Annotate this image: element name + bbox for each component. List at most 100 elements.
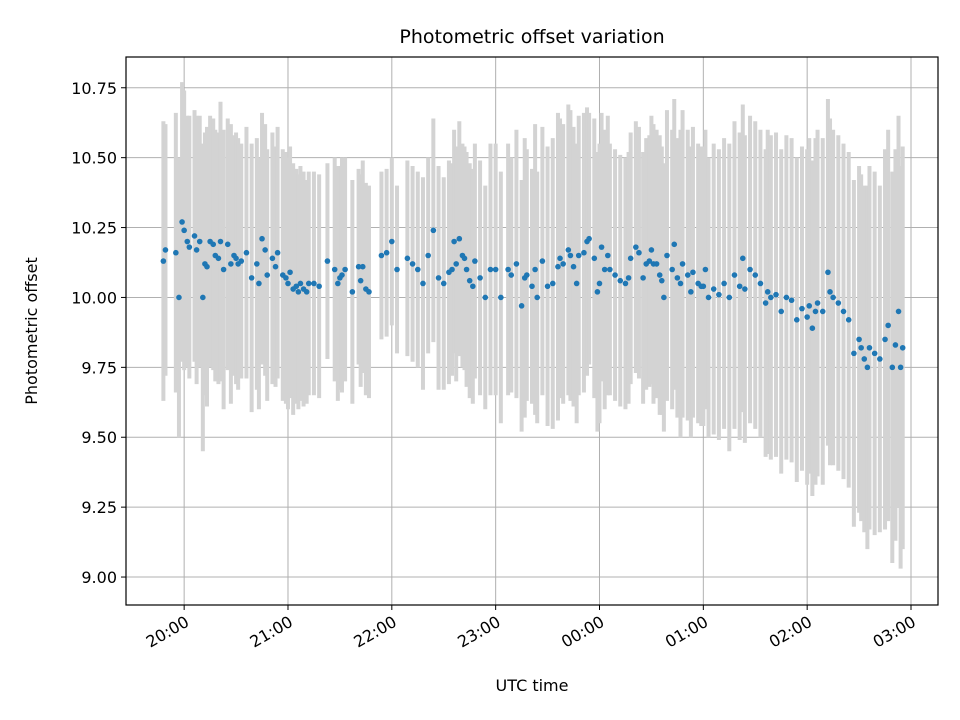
data-point — [788, 297, 795, 304]
data-point — [605, 252, 611, 259]
data-point — [162, 247, 169, 253]
data-point — [799, 305, 805, 312]
data-point — [355, 263, 362, 270]
data-point — [762, 300, 769, 306]
x-tick-label: 00:00 — [558, 612, 607, 652]
data-point — [339, 272, 345, 278]
data-point — [359, 263, 366, 270]
data-point — [598, 244, 605, 250]
data-point — [404, 255, 411, 262]
x-tick-label: 03:00 — [870, 612, 919, 652]
y-tick-label: 10.75 — [71, 79, 117, 98]
data-point — [529, 283, 535, 290]
data-point — [575, 252, 582, 259]
data-point — [747, 266, 753, 273]
data-point — [633, 244, 639, 250]
data-point — [297, 280, 304, 287]
data-point — [274, 249, 281, 256]
data-point — [324, 258, 331, 264]
data-point — [812, 308, 819, 315]
data-point — [573, 280, 580, 287]
y-tick-label: 9.25 — [81, 498, 117, 517]
data-point — [176, 294, 182, 301]
data-point — [283, 275, 289, 281]
data-point — [303, 289, 310, 295]
x-tick-label: 20:00 — [143, 612, 192, 652]
x-tick-label: 21:00 — [247, 612, 296, 652]
data-point — [262, 247, 268, 253]
data-point — [677, 280, 684, 287]
data-point — [661, 294, 667, 301]
data-point — [160, 258, 167, 264]
y-tick-label: 10.50 — [71, 149, 117, 168]
data-point — [513, 261, 520, 267]
y-tick-label: 9.75 — [81, 358, 117, 377]
data-point — [866, 344, 873, 351]
data-point — [389, 238, 395, 245]
data-point — [383, 249, 390, 256]
data-point — [305, 280, 312, 287]
data-point — [200, 294, 206, 301]
data-point — [557, 255, 563, 262]
data-point — [555, 263, 561, 270]
y-axis-label: Photometric offset — [22, 257, 41, 405]
data-point — [420, 280, 426, 287]
data-point — [204, 263, 210, 270]
y-tick-label: 9.00 — [81, 568, 117, 587]
data-point — [664, 252, 670, 259]
data-point — [700, 283, 707, 290]
data-point — [456, 235, 463, 242]
data-point — [877, 356, 883, 362]
data-point — [622, 280, 629, 287]
data-point — [885, 322, 891, 329]
data-point — [316, 283, 322, 290]
data-point — [851, 350, 857, 357]
data-point — [591, 255, 598, 262]
data-point — [671, 241, 678, 248]
data-point — [264, 272, 271, 278]
data-point — [285, 280, 291, 287]
data-point — [394, 266, 400, 273]
data-point — [254, 261, 260, 267]
data-point — [742, 286, 748, 292]
data-point — [498, 294, 504, 301]
chart-title: Photometric offset variation — [399, 26, 664, 48]
data-point — [293, 283, 300, 290]
data-point — [648, 247, 655, 253]
data-point — [366, 289, 372, 295]
data-point — [228, 261, 234, 267]
data-point — [830, 294, 836, 301]
data-point — [466, 277, 473, 284]
data-point — [840, 308, 847, 315]
data-point — [184, 238, 191, 245]
data-point — [518, 303, 525, 309]
data-point — [532, 266, 538, 273]
error-bars — [161, 82, 905, 569]
data-points — [160, 219, 906, 371]
x-tick-label: 02:00 — [766, 612, 815, 652]
data-point — [814, 300, 821, 306]
data-point — [806, 303, 813, 309]
data-point — [596, 280, 603, 287]
data-point — [705, 294, 712, 301]
data-point — [871, 350, 878, 357]
data-point — [646, 258, 653, 264]
data-point — [492, 266, 499, 273]
data-point — [259, 235, 265, 242]
data-point — [736, 283, 743, 290]
data-point — [899, 344, 906, 351]
data-point — [892, 342, 899, 348]
data-point — [567, 252, 574, 259]
data-point — [710, 286, 717, 292]
data-point — [430, 227, 437, 234]
data-point — [409, 261, 416, 267]
data-point — [191, 233, 198, 239]
data-point — [482, 294, 489, 301]
data-point — [827, 289, 833, 295]
data-point — [210, 241, 217, 248]
data-point — [773, 291, 779, 298]
data-point — [449, 266, 455, 273]
data-point — [835, 300, 842, 306]
data-point — [716, 291, 722, 298]
